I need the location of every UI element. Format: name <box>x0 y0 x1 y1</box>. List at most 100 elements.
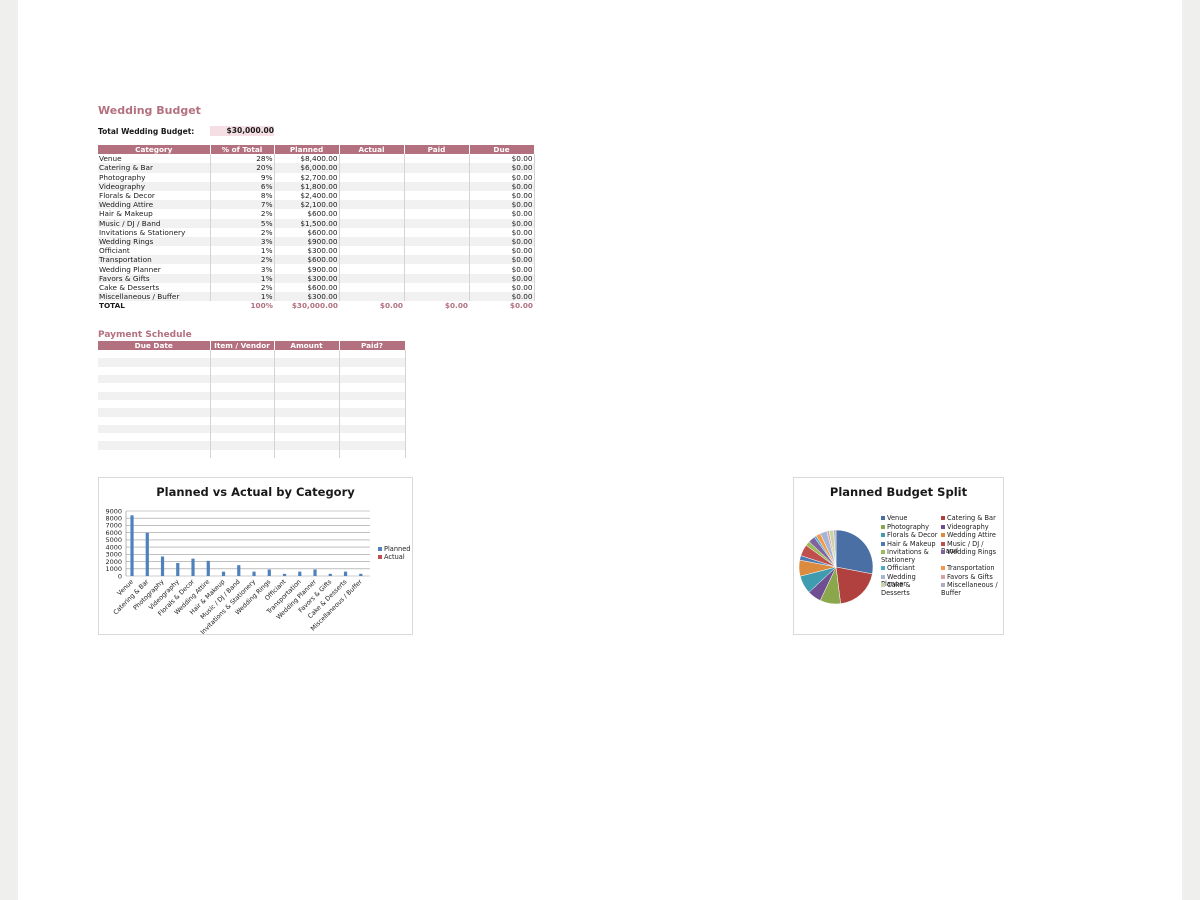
cell-actual[interactable] <box>339 190 405 201</box>
header-category[interactable]: Category <box>98 145 211 155</box>
cell-pct[interactable]: 2% <box>210 209 275 219</box>
schedule-cell[interactable] <box>274 383 340 392</box>
schedule-cell[interactable] <box>274 433 340 442</box>
cell-planned[interactable]: $300.00 <box>274 273 340 283</box>
bar-planned[interactable] <box>343 571 348 576</box>
bar-planned[interactable] <box>282 573 287 576</box>
header-paid-flag[interactable]: Paid? <box>339 341 406 351</box>
bar-planned[interactable] <box>191 558 195 576</box>
header-due-date[interactable]: Due Date <box>98 341 211 351</box>
cell-pct[interactable]: 8% <box>210 190 275 201</box>
schedule-cell[interactable] <box>339 424 406 434</box>
total-actual-cell[interactable]: $0.00 <box>339 301 404 311</box>
cell-planned[interactable]: $2,100.00 <box>274 200 340 210</box>
schedule-cell[interactable] <box>98 433 211 442</box>
total-paid-cell[interactable]: $0.00 <box>404 301 469 311</box>
schedule-cell[interactable] <box>210 358 275 367</box>
cell-category[interactable]: Florals & Decor <box>98 190 211 201</box>
cell-actual[interactable] <box>339 172 405 182</box>
cell-actual[interactable] <box>339 246 405 256</box>
cell-pct[interactable]: 1% <box>210 292 275 302</box>
schedule-cell[interactable] <box>98 441 211 450</box>
schedule-cell[interactable] <box>339 358 406 367</box>
header-planned[interactable]: Planned <box>274 145 340 155</box>
cell-actual[interactable] <box>339 154 405 164</box>
cell-category[interactable]: Catering & Bar <box>98 163 211 173</box>
cell-category[interactable]: Wedding Rings <box>98 236 211 247</box>
cell-pct[interactable]: 2% <box>210 282 275 292</box>
cell-category[interactable]: Videography <box>98 181 211 191</box>
cell-planned[interactable]: $8,400.00 <box>274 154 340 164</box>
cell-due[interactable]: $0.00 <box>469 200 535 210</box>
cell-actual[interactable] <box>339 264 405 274</box>
cell-due[interactable]: $0.00 <box>469 236 535 247</box>
cell-due[interactable]: $0.00 <box>469 209 535 219</box>
schedule-cell[interactable] <box>98 350 211 359</box>
cell-category[interactable]: Hair & Makeup <box>98 209 211 219</box>
schedule-cell[interactable] <box>339 399 406 409</box>
schedule-cell[interactable] <box>98 399 211 409</box>
cell-due[interactable]: $0.00 <box>469 154 535 164</box>
schedule-cell[interactable] <box>210 350 275 359</box>
cell-pct[interactable]: 3% <box>210 236 275 247</box>
cell-actual[interactable] <box>339 200 405 210</box>
schedule-cell[interactable] <box>274 441 340 450</box>
schedule-cell[interactable] <box>274 375 340 384</box>
cell-due[interactable]: $0.00 <box>469 163 535 173</box>
schedule-cell[interactable] <box>98 358 211 367</box>
schedule-cell[interactable] <box>98 416 211 425</box>
cell-due[interactable]: $0.00 <box>469 227 535 237</box>
cell-category[interactable]: Invitations & Stationery <box>98 227 211 237</box>
cell-due[interactable]: $0.00 <box>469 181 535 191</box>
schedule-cell[interactable] <box>274 449 340 459</box>
total-label-cell[interactable]: TOTAL <box>98 301 210 311</box>
schedule-cell[interactable] <box>98 391 211 400</box>
bar-planned[interactable] <box>130 515 134 576</box>
schedule-cell[interactable] <box>339 416 406 425</box>
schedule-cell[interactable] <box>210 408 275 417</box>
schedule-cell[interactable] <box>98 383 211 392</box>
header-due[interactable]: Due <box>469 145 535 155</box>
bar-planned[interactable] <box>359 573 363 576</box>
schedule-cell[interactable] <box>339 350 406 359</box>
schedule-cell[interactable] <box>274 391 340 400</box>
header-amount[interactable]: Amount <box>274 341 340 351</box>
schedule-cell[interactable] <box>274 416 340 425</box>
cell-pct[interactable]: 28% <box>210 154 275 164</box>
cell-paid[interactable] <box>404 154 470 164</box>
cell-pct[interactable]: 1% <box>210 273 275 283</box>
cell-category[interactable]: Miscellaneous / Buffer <box>98 292 211 302</box>
cell-pct[interactable]: 7% <box>210 200 275 210</box>
cell-paid[interactable] <box>404 255 470 265</box>
schedule-cell[interactable] <box>339 391 406 400</box>
cell-due[interactable]: $0.00 <box>469 190 535 201</box>
total-due-cell[interactable]: $0.00 <box>469 301 534 311</box>
bar-planned[interactable] <box>313 569 317 577</box>
cell-pct[interactable]: 6% <box>210 181 275 191</box>
cell-due[interactable]: $0.00 <box>469 273 535 283</box>
cell-due[interactable]: $0.00 <box>469 255 535 265</box>
pie-slice[interactable] <box>833 529 837 568</box>
cell-paid[interactable] <box>404 236 470 247</box>
cell-paid[interactable] <box>404 246 470 256</box>
cell-due[interactable]: $0.00 <box>469 292 535 302</box>
schedule-cell[interactable] <box>339 441 406 450</box>
cell-category[interactable]: Wedding Planner <box>98 264 211 274</box>
schedule-cell[interactable] <box>210 424 275 434</box>
schedule-cell[interactable] <box>210 441 275 450</box>
schedule-cell[interactable] <box>339 449 406 459</box>
cell-actual[interactable] <box>339 292 405 302</box>
bar-chart[interactable]: Planned vs Actual by Category 0 1000 2000 3… <box>98 477 413 635</box>
schedule-cell[interactable] <box>339 375 406 384</box>
cell-actual[interactable] <box>339 163 405 173</box>
cell-planned[interactable]: $300.00 <box>274 292 340 302</box>
cell-category[interactable]: Music / DJ / Band <box>98 218 211 228</box>
schedule-cell[interactable] <box>274 350 340 359</box>
header-item-vendor[interactable]: Item / Vendor <box>210 341 275 351</box>
cell-paid[interactable] <box>404 227 470 237</box>
cell-pct[interactable]: 20% <box>210 163 275 173</box>
header-pct[interactable]: % of Total <box>210 145 275 155</box>
bar-planned[interactable] <box>237 565 241 576</box>
cell-pct[interactable]: 1% <box>210 246 275 256</box>
pie-slice[interactable] <box>835 566 873 604</box>
